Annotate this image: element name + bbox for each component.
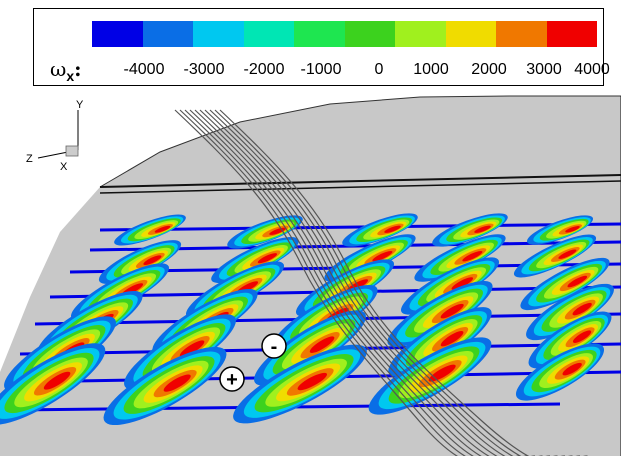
svg-text:-: -: [271, 336, 278, 358]
tick-label: 4000: [574, 61, 610, 78]
tick-label: -2000: [243, 61, 285, 78]
vortex-blob: [98, 240, 182, 284]
streamlines: [174, 109, 588, 456]
streamline: [174, 109, 520, 456]
colorbar-swatch: [142, 21, 193, 47]
colorbar-swatch: [546, 21, 597, 47]
ridge-line: [99, 174, 621, 188]
body-outline: [99, 95, 621, 188]
colorbar-swatch: [496, 21, 547, 47]
colorbar-swatch: [243, 21, 294, 47]
tick-label: -1000: [300, 61, 342, 78]
vortex-blob: [400, 257, 500, 315]
x-axis-label: X: [60, 161, 68, 173]
vortex-blob: [432, 213, 508, 247]
vortex-blob: [103, 346, 227, 426]
vortex-blob: [388, 307, 492, 377]
vorticity-contour-scene: Y Z X - +: [0, 95, 621, 456]
streamline: [189, 109, 543, 456]
tick-label: 1000: [413, 61, 449, 78]
colorbar-swatch: [395, 21, 446, 47]
axis-triad: Y Z X: [26, 99, 84, 173]
vortex-blob: [528, 311, 612, 369]
tick-label: 2000: [471, 61, 507, 78]
vortex-blob: [0, 343, 106, 425]
plus-marker: +: [219, 366, 245, 392]
vortex-blob: [211, 236, 299, 284]
tick-label: 3000: [526, 61, 562, 78]
colorbar-legend: ωx: -4000 -3000 -2000 -1000 0 1000 2000 …: [33, 8, 610, 86]
colorbar: [92, 21, 597, 47]
z-axis-label: Z: [26, 153, 33, 165]
tick-label: -3000: [183, 61, 225, 78]
streamline: [199, 109, 558, 456]
vortex-blob: [414, 234, 506, 282]
colorbar-swatch: [193, 21, 244, 47]
svg-text:+: +: [226, 369, 238, 391]
vortex-blob: [254, 310, 366, 386]
tick-label: 0: [374, 61, 384, 78]
colorbar-swatch: [344, 21, 395, 47]
streamline: [214, 109, 580, 456]
vortex-blob: [515, 343, 605, 401]
ridge-line: [99, 180, 621, 194]
minus-marker: -: [261, 333, 287, 359]
streamline: [209, 109, 573, 456]
streamline: [179, 109, 528, 456]
vortex-blob: [387, 280, 493, 348]
colorbar-swatch: [445, 21, 496, 47]
tick-label: -4000: [123, 61, 165, 78]
vortex-blob: [520, 257, 610, 311]
streamline: [219, 109, 588, 456]
vortex-blob: [233, 344, 367, 424]
vortex-blob: [324, 234, 416, 282]
vortex-blob: [342, 213, 418, 247]
y-axis-label: Y: [76, 99, 84, 111]
colorbar-swatch: [92, 21, 143, 47]
variable-label: ωx:: [50, 57, 82, 84]
contour-plane: [99, 222, 621, 232]
vortex-blob: [513, 234, 597, 278]
streamline: [184, 109, 535, 456]
streamline: [204, 109, 565, 456]
vortex-blob: [526, 215, 594, 245]
vortex-blob: [526, 283, 614, 341]
vortex-blob: [114, 214, 186, 246]
colorbar-swatch: [294, 21, 345, 47]
streamline: [194, 109, 550, 456]
